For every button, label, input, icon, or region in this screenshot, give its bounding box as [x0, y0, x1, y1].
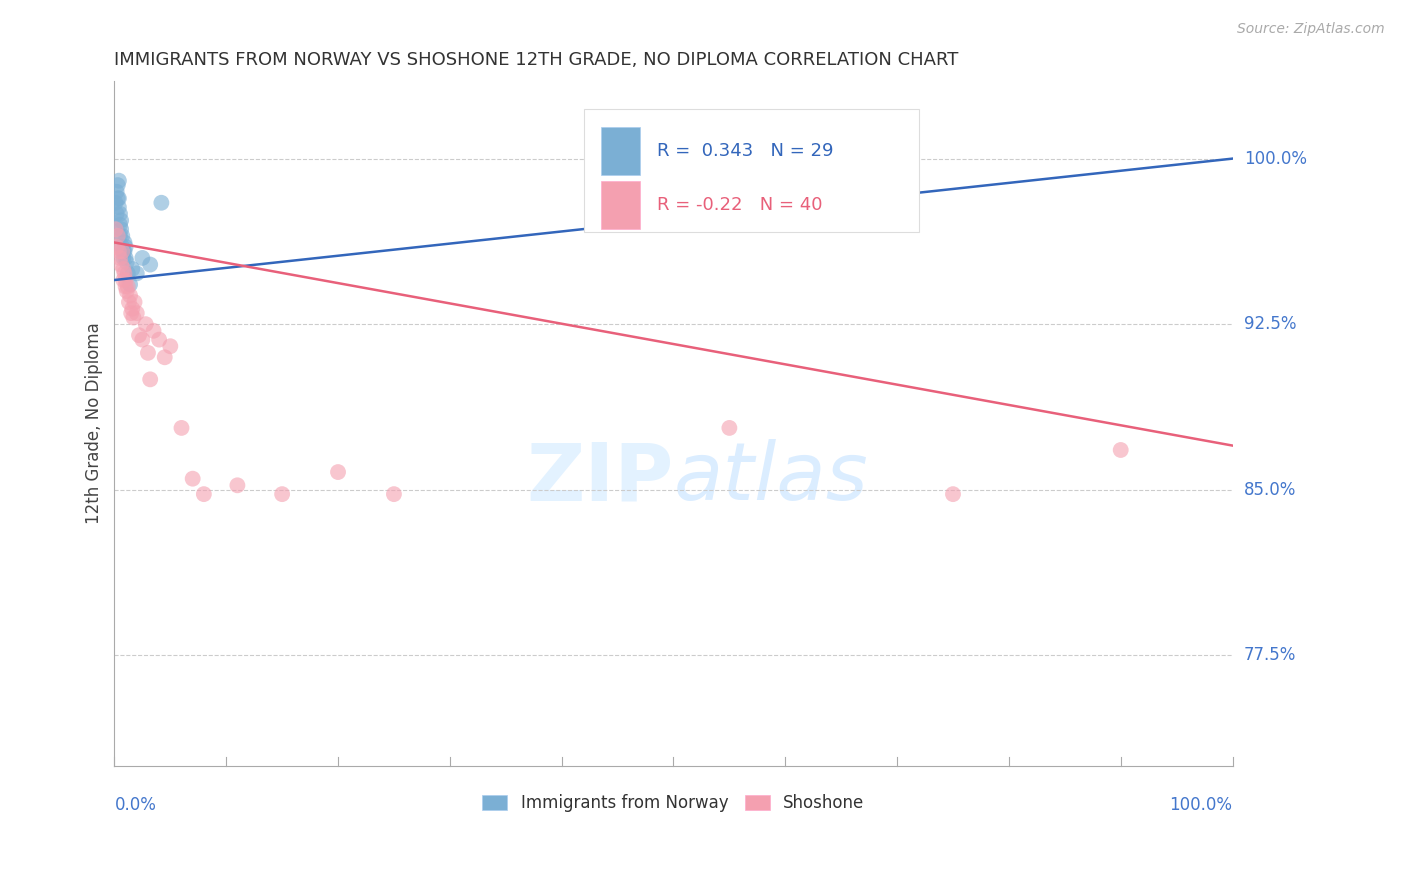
Point [108, 200, 131, 214]
Point [107, 228, 129, 243]
Point [128, 328, 150, 343]
Text: R = -0.22   N = 40: R = -0.22 N = 40 [657, 196, 823, 214]
Text: R =  0.343   N = 29: R = 0.343 N = 29 [657, 142, 834, 160]
Point [124, 295, 146, 310]
Point [121, 301, 143, 316]
Point [110, 213, 132, 227]
Point [114, 244, 136, 259]
Point [121, 262, 143, 277]
Text: IMMIGRANTS FROM NORWAY VS SHOSHONE 12TH GRADE, NO DIPLOMA CORRELATION CHART: IMMIGRANTS FROM NORWAY VS SHOSHONE 12TH … [114, 51, 959, 69]
Point [108, 228, 131, 243]
Point [114, 240, 136, 254]
Point [112, 262, 135, 277]
Point [112, 244, 135, 259]
Point [112, 251, 135, 265]
Point [942, 487, 965, 501]
Point [108, 207, 131, 221]
Point [115, 255, 138, 269]
Point [114, 251, 136, 265]
Point [139, 258, 162, 272]
Point [111, 240, 134, 254]
Point [125, 266, 148, 280]
Point [125, 306, 148, 320]
Point [104, 222, 127, 236]
Point [107, 191, 129, 205]
Text: Source: ZipAtlas.com: Source: ZipAtlas.com [1237, 22, 1385, 37]
Point [108, 218, 131, 232]
Point [114, 273, 136, 287]
Point [110, 222, 132, 236]
Point [117, 279, 139, 293]
Point [111, 244, 134, 259]
Point [114, 266, 136, 280]
Legend: Immigrants from Norway, Shoshone: Immigrants from Norway, Shoshone [482, 794, 865, 812]
Point [148, 333, 170, 347]
Point [105, 207, 128, 221]
Text: ZIP: ZIP [526, 439, 673, 517]
Point [159, 339, 181, 353]
Text: 77.5%: 77.5% [1244, 647, 1296, 665]
Point [153, 351, 176, 365]
Point [120, 277, 142, 292]
Point [114, 279, 136, 293]
Point [1109, 442, 1132, 457]
Text: 92.5%: 92.5% [1244, 315, 1296, 334]
Point [170, 421, 193, 435]
Point [131, 333, 153, 347]
FancyBboxPatch shape [583, 109, 920, 232]
Point [107, 178, 129, 193]
Point [115, 284, 138, 298]
Point [118, 295, 141, 310]
Y-axis label: 12th Grade, No Diploma: 12th Grade, No Diploma [86, 323, 103, 524]
Point [193, 487, 215, 501]
Text: 85.0%: 85.0% [1244, 481, 1296, 499]
Point [120, 306, 142, 320]
Point [131, 251, 153, 265]
Point [105, 240, 128, 254]
Point [142, 324, 165, 338]
Text: 0.0%: 0.0% [114, 797, 156, 814]
Text: atlas: atlas [673, 439, 869, 517]
Point [382, 487, 405, 501]
Point [139, 372, 162, 386]
Text: 100.0%: 100.0% [1170, 797, 1233, 814]
Point [117, 266, 139, 280]
Point [108, 251, 131, 265]
Point [226, 478, 249, 492]
Point [111, 228, 134, 243]
Point [150, 195, 173, 210]
Bar [600, 181, 640, 229]
Point [136, 346, 159, 360]
Point [112, 273, 135, 287]
Text: 100.0%: 100.0% [1244, 150, 1306, 168]
Point [108, 244, 131, 259]
Point [181, 472, 204, 486]
Point [120, 288, 142, 302]
Point [108, 174, 131, 188]
Point [326, 465, 349, 479]
Point [108, 191, 131, 205]
Point [135, 317, 157, 331]
Point [271, 487, 294, 501]
Point [105, 185, 128, 199]
Point [104, 195, 127, 210]
Point [718, 421, 741, 435]
Point [110, 258, 132, 272]
Bar [600, 127, 640, 175]
Point [122, 310, 145, 325]
Point [114, 235, 136, 250]
